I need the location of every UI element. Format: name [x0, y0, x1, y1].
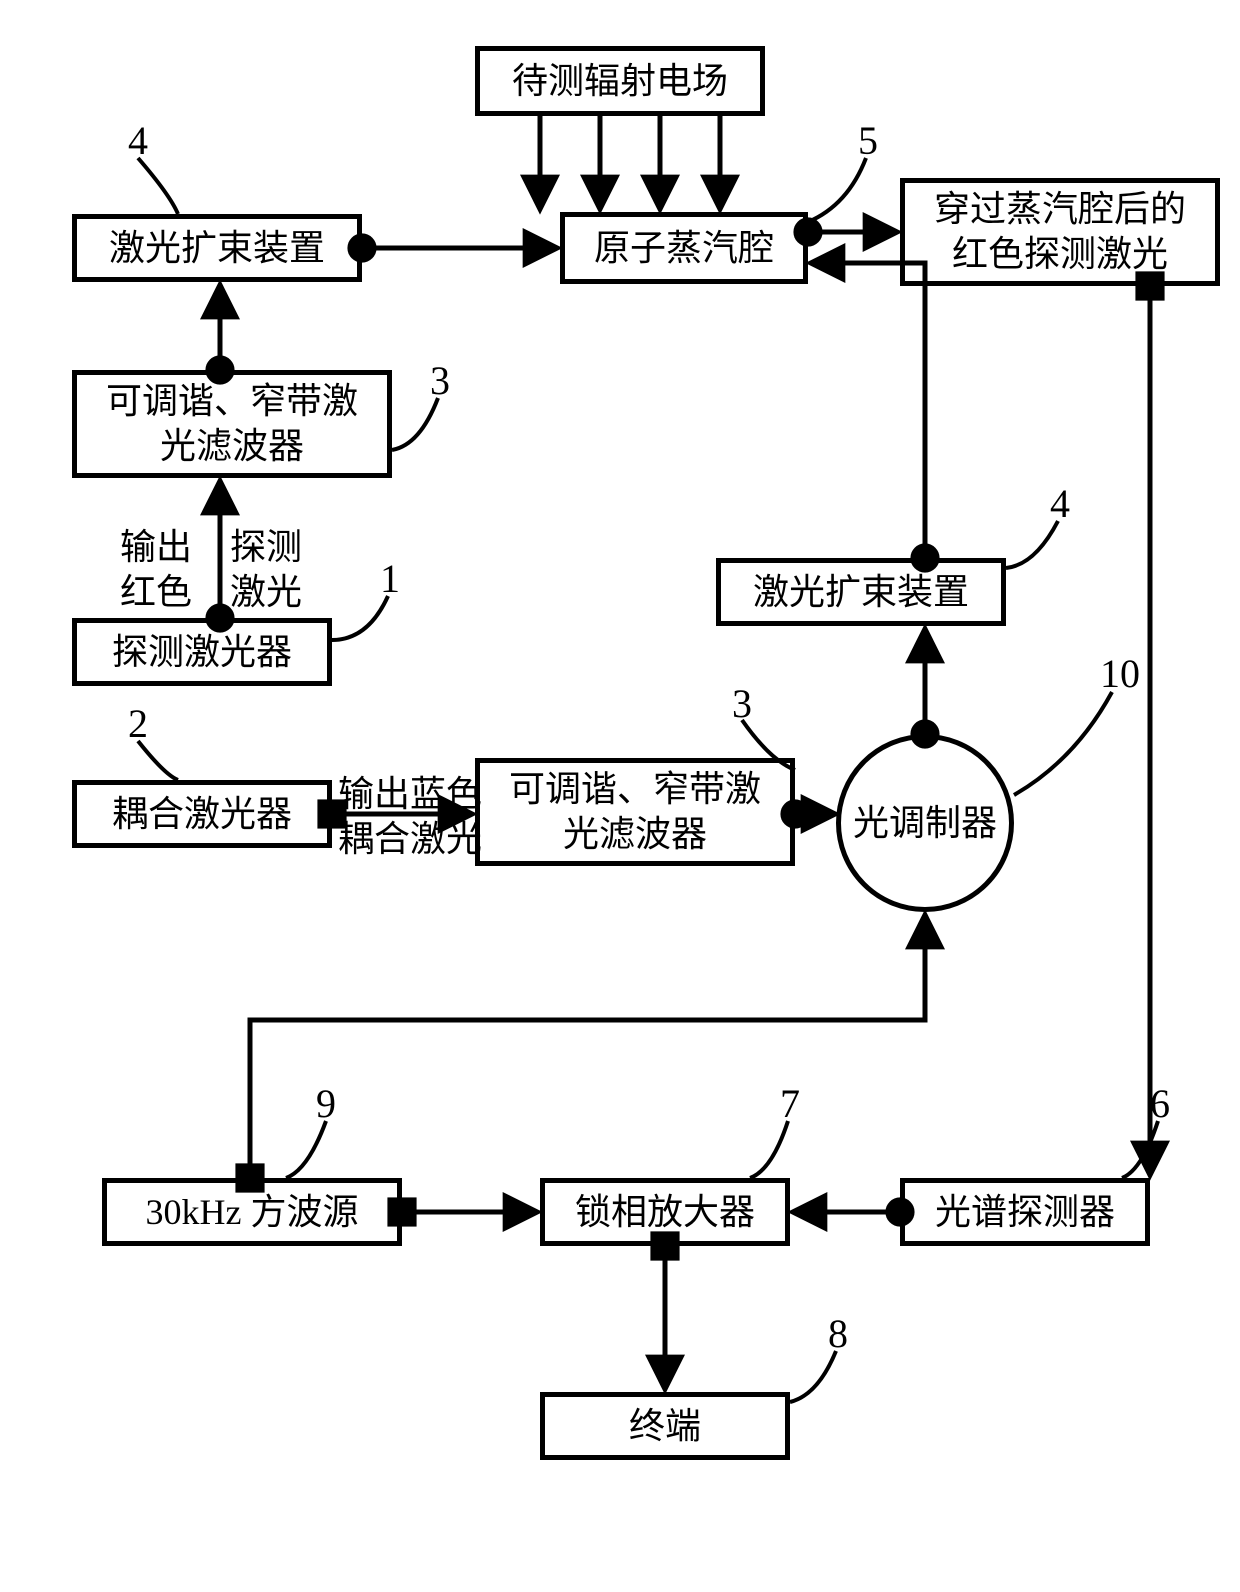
tunable-filter-b-label: 可调谐、窄带激 光滤波器 — [509, 767, 761, 857]
callout-curve-4b — [1006, 521, 1058, 568]
coupling-laser-label: 耦合激光器 — [112, 792, 292, 837]
vapor-cavity-label: 原子蒸汽腔 — [594, 226, 774, 271]
after-vapor-label: 穿过蒸汽腔后的 红色探测激光 — [934, 187, 1186, 277]
probe-laser-box: 探测激光器 — [72, 618, 332, 686]
callout-3a: 3 — [430, 357, 450, 404]
coupling-laser-box: 耦合激光器 — [72, 780, 332, 848]
callout-9: 9 — [316, 1080, 336, 1127]
beam-expander-a-box: 激光扩束装置 — [72, 214, 362, 282]
callout-6: 6 — [1150, 1080, 1170, 1127]
callout-5: 5 — [858, 117, 878, 164]
callout-curve-6 — [1122, 1121, 1158, 1178]
callout-curve-8 — [790, 1351, 836, 1402]
callout-curve-9 — [286, 1121, 326, 1178]
callout-10: 10 — [1100, 650, 1140, 697]
tunable-filter-b-box: 可调谐、窄带激 光滤波器 — [475, 758, 795, 866]
beam-expander-b-label: 激光扩束装置 — [753, 570, 969, 615]
vapor-cavity-box: 原子蒸汽腔 — [560, 212, 808, 284]
tunable-filter-a-box: 可调谐、窄带激 光滤波器 — [72, 370, 392, 478]
edge-expanderB-vapor — [812, 263, 925, 558]
callout-curve-5 — [808, 158, 866, 222]
radiation-field-box: 待测辐射电场 — [475, 46, 765, 116]
edge-label-out-red: 输出 红色 — [120, 525, 192, 615]
lock-in-box: 锁相放大器 — [540, 1178, 790, 1246]
after-vapor-box: 穿过蒸汽腔后的 红色探测激光 — [900, 178, 1220, 286]
modulator-circle: 光调制器 — [836, 734, 1014, 912]
callout-1: 1 — [380, 555, 400, 602]
callout-2: 2 — [128, 700, 148, 747]
callout-curve-1 — [332, 596, 388, 640]
terminal-box: 终端 — [540, 1392, 790, 1460]
edge-label-out-blue: 输出蓝色 耦合激光 — [338, 772, 482, 862]
edge-label-probe: 探测 激光 — [230, 525, 302, 615]
callout-curve-3a — [392, 398, 438, 450]
beam-expander-a-label: 激光扩束装置 — [109, 226, 325, 271]
tunable-filter-a-label: 可调谐、窄带激 光滤波器 — [106, 379, 358, 469]
callout-8: 8 — [828, 1310, 848, 1357]
beam-expander-b-box: 激光扩束装置 — [716, 558, 1006, 626]
callout-curve-7 — [750, 1121, 788, 1178]
callout-7: 7 — [780, 1080, 800, 1127]
square-wave-label: 30kHz 方波源 — [146, 1190, 359, 1235]
callout-curve-10 — [1014, 692, 1112, 795]
callout-4a: 4 — [128, 117, 148, 164]
terminal-label: 终端 — [629, 1404, 701, 1449]
modulator-label: 光调制器 — [853, 801, 997, 846]
square-wave-box: 30kHz 方波源 — [102, 1178, 402, 1246]
callout-curve-4a — [138, 158, 178, 214]
lock-in-label: 锁相放大器 — [575, 1190, 755, 1235]
edge-sqwave-modulator — [250, 916, 925, 1178]
spectrum-detector-label: 光谱探测器 — [935, 1190, 1115, 1235]
radiation-field-label: 待测辐射电场 — [512, 59, 728, 104]
radiation-arrows — [540, 116, 720, 208]
spectrum-detector-box: 光谱探测器 — [900, 1178, 1150, 1246]
callout-3b: 3 — [732, 680, 752, 727]
probe-laser-label: 探测激光器 — [112, 630, 292, 675]
callout-4b: 4 — [1050, 480, 1070, 527]
